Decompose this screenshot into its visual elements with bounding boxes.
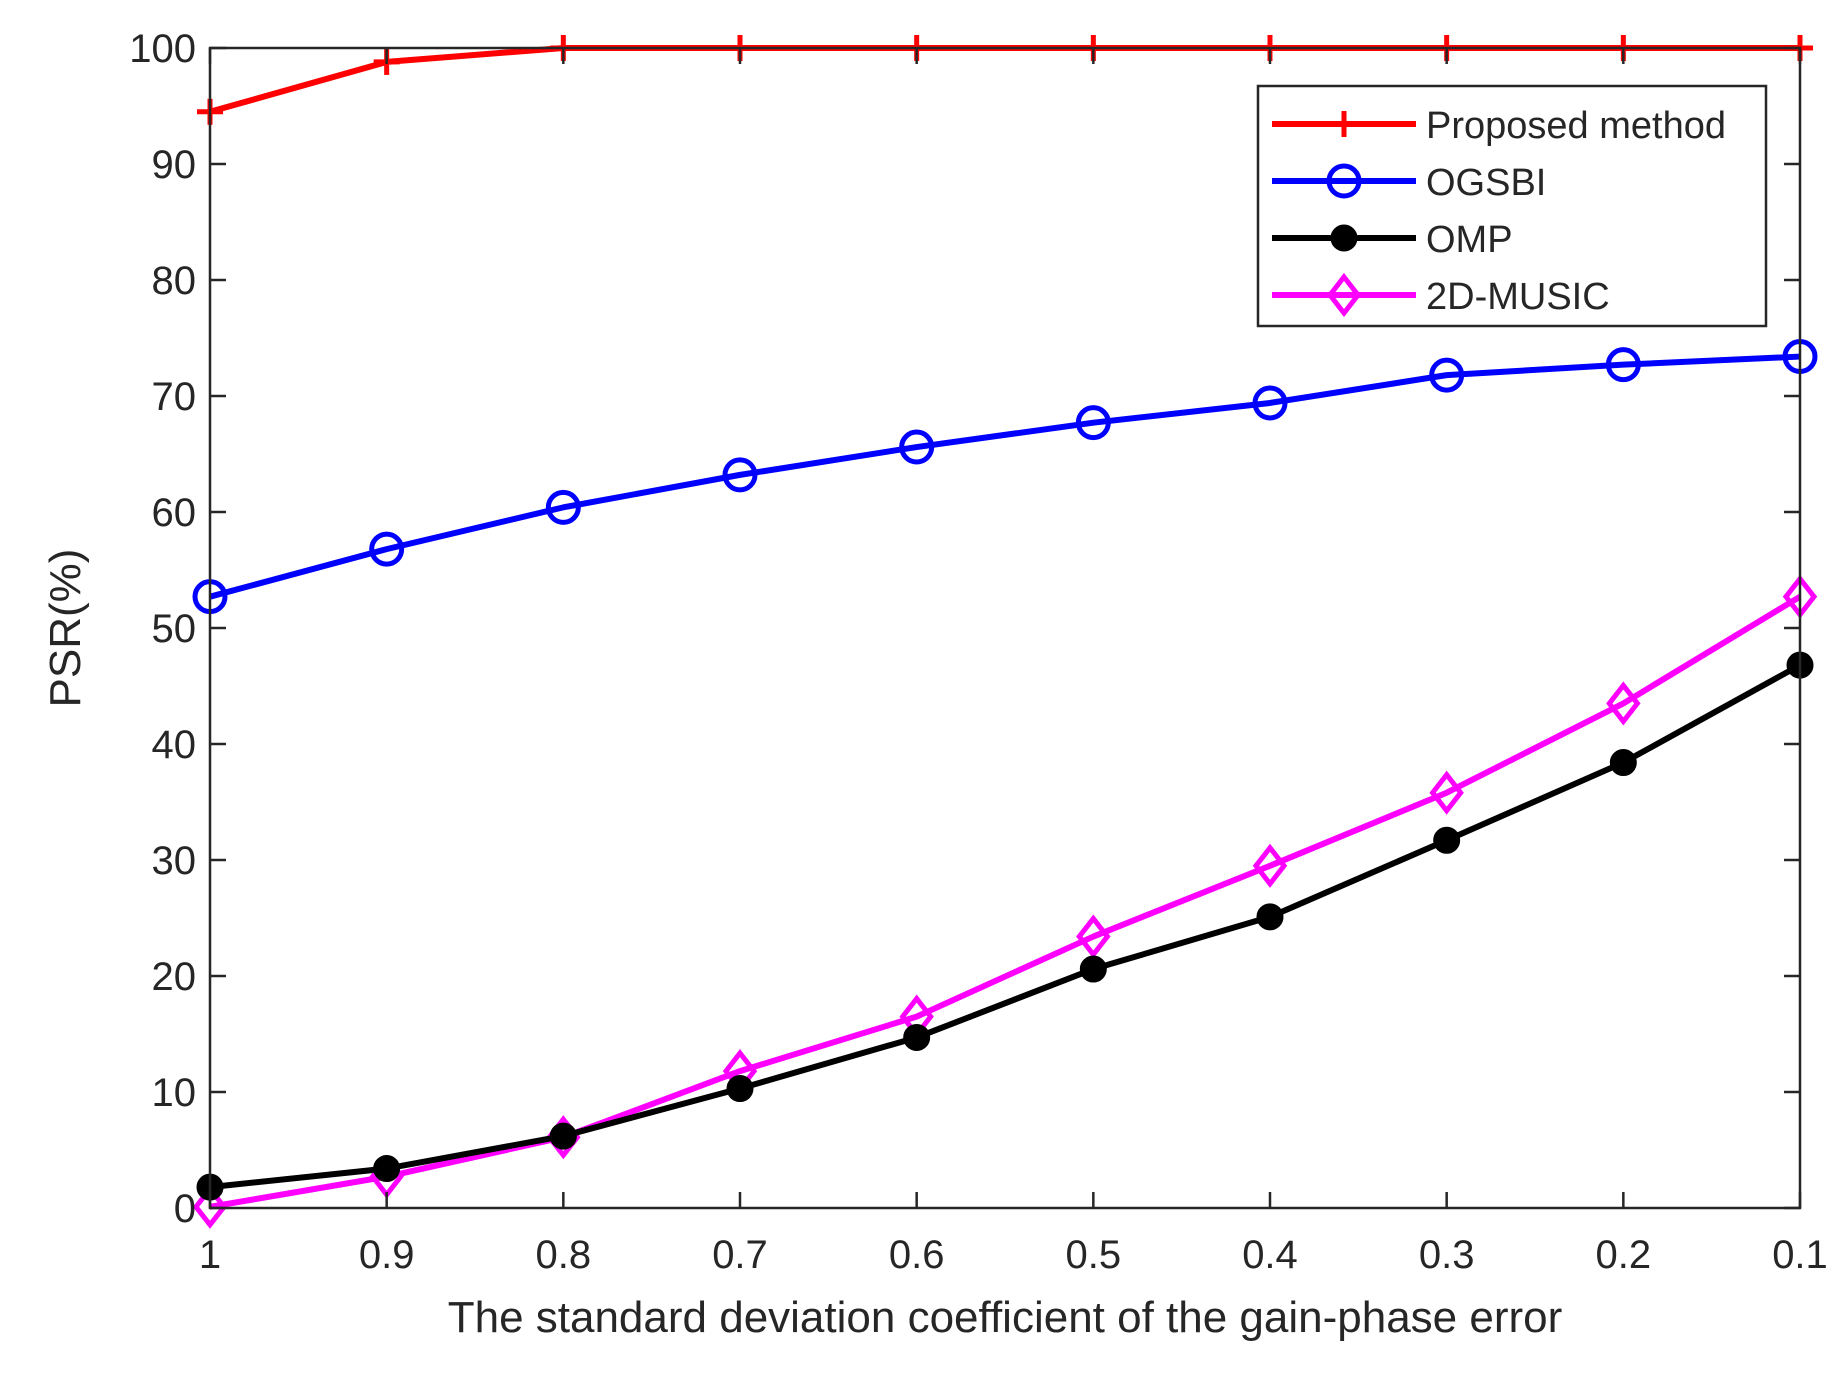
marker-dot bbox=[373, 1155, 401, 1183]
data-point-ogsbi bbox=[545, 489, 581, 525]
x-tick-label: 0.5 bbox=[1066, 1233, 1122, 1277]
y-axis-title: PSR(%) bbox=[41, 549, 90, 708]
x-axis-title: The standard deviation coefficient of th… bbox=[448, 1293, 1563, 1342]
y-tick-label: 40 bbox=[152, 723, 197, 767]
marker-circle bbox=[1429, 357, 1465, 393]
legend-marker bbox=[1326, 272, 1362, 318]
data-point-omp bbox=[549, 1122, 577, 1150]
data-point-omp bbox=[373, 1155, 401, 1183]
data-point-ogsbi bbox=[1429, 357, 1465, 393]
data-point-omp bbox=[1609, 749, 1637, 777]
x-tick-label: 0.3 bbox=[1419, 1233, 1475, 1277]
y-tick-label: 80 bbox=[152, 259, 197, 303]
data-point-ogsbi bbox=[1075, 405, 1111, 441]
legend-marker bbox=[1331, 111, 1357, 137]
marker-circle bbox=[899, 429, 935, 465]
data-point-2d-music bbox=[192, 1184, 228, 1229]
marker-dot bbox=[549, 1122, 577, 1150]
marker-diamond bbox=[1606, 681, 1641, 726]
legend-marker bbox=[1326, 163, 1362, 199]
data-point-ogsbi bbox=[1252, 385, 1288, 421]
marker-dot bbox=[1079, 955, 1107, 983]
data-point-omp bbox=[1256, 903, 1284, 931]
x-tick-label: 1 bbox=[199, 1233, 221, 1277]
y-tick-label: 30 bbox=[152, 839, 197, 883]
y-tick-label: 100 bbox=[129, 27, 196, 71]
data-point-2d-music bbox=[1076, 914, 1111, 959]
legend-entry-omp: OMP bbox=[1272, 219, 1513, 261]
marker-dot bbox=[726, 1075, 754, 1103]
marker-circle bbox=[1605, 347, 1641, 383]
series-ogsbi bbox=[192, 339, 1818, 615]
marker-diamond bbox=[1076, 914, 1111, 959]
series-line-omp bbox=[209, 662, 1802, 1191]
y-tick-label: 20 bbox=[152, 955, 197, 999]
x-tick-label: 0.9 bbox=[359, 1233, 415, 1277]
marker-circle bbox=[545, 489, 581, 525]
series-2d-music bbox=[192, 574, 1818, 1229]
legend-label: 2D-MUSIC bbox=[1426, 276, 1610, 318]
data-point-2d-music bbox=[1429, 770, 1464, 815]
series-omp bbox=[196, 651, 1814, 1201]
x-tick-label: 0.4 bbox=[1242, 1233, 1298, 1277]
marker-diamond bbox=[192, 1184, 228, 1229]
data-point-2d-music bbox=[1252, 843, 1288, 888]
marker-dot bbox=[1433, 826, 1461, 854]
marker-circle bbox=[1252, 385, 1288, 421]
x-tick-label: 0.8 bbox=[536, 1233, 592, 1277]
marker-circle bbox=[369, 531, 405, 567]
marker-dot bbox=[1330, 224, 1358, 252]
marker-diamond bbox=[1326, 272, 1362, 318]
legend: Proposed method OGSBI OMP 2D-MUSIC bbox=[1256, 84, 1768, 328]
marker-diamond bbox=[1429, 770, 1464, 815]
y-tick-label: 50 bbox=[152, 607, 197, 651]
legend-entry-ogsbi: OGSBI bbox=[1272, 162, 1546, 204]
marker-circle bbox=[1326, 163, 1362, 199]
y-tick-label: 60 bbox=[152, 491, 197, 535]
y-tick-label: 0 bbox=[174, 1187, 196, 1231]
data-point-omp bbox=[1079, 955, 1107, 983]
data-point-omp bbox=[903, 1023, 931, 1051]
data-point-ogsbi bbox=[899, 429, 935, 465]
data-point-ogsbi bbox=[1605, 347, 1641, 383]
legend-label: Proposed method bbox=[1426, 105, 1726, 147]
legend-entry-proposed-method: Proposed method bbox=[1272, 105, 1726, 147]
marker-diamond bbox=[1252, 843, 1288, 888]
x-tick-label: 0.7 bbox=[712, 1233, 768, 1277]
legend-label: OMP bbox=[1426, 219, 1513, 261]
data-point-ogsbi bbox=[369, 531, 405, 567]
legend-marker bbox=[1330, 224, 1358, 252]
data-point-omp bbox=[726, 1075, 754, 1103]
data-point-2d-music bbox=[1606, 681, 1641, 726]
marker-dot bbox=[903, 1023, 931, 1051]
series-line-ogsbi bbox=[209, 353, 1801, 600]
marker-circle bbox=[1075, 405, 1111, 441]
y-tick-label: 10 bbox=[152, 1071, 197, 1115]
x-tick-label: 0.1 bbox=[1772, 1233, 1828, 1277]
legend-entry-2d-music: 2D-MUSIC bbox=[1272, 272, 1610, 318]
series-line-2d-music bbox=[209, 594, 1802, 1210]
marker-dot bbox=[1609, 749, 1637, 777]
marker-dot bbox=[1256, 903, 1284, 931]
axes-layer: 0 10 20 30 40 50 60 70 80 90 100 1 0.9 0.8 0.7 0.6 0.5 0.… bbox=[129, 27, 1828, 1277]
y-tick-label: 70 bbox=[152, 375, 197, 419]
marker-circle bbox=[722, 457, 758, 493]
y-tick-label: 90 bbox=[152, 143, 197, 187]
x-tick-label: 0.6 bbox=[889, 1233, 945, 1277]
x-tick-label: 0.2 bbox=[1596, 1233, 1652, 1277]
legend-label: OGSBI bbox=[1426, 162, 1546, 204]
data-point-ogsbi bbox=[722, 457, 758, 493]
data-point-omp bbox=[1433, 826, 1461, 854]
